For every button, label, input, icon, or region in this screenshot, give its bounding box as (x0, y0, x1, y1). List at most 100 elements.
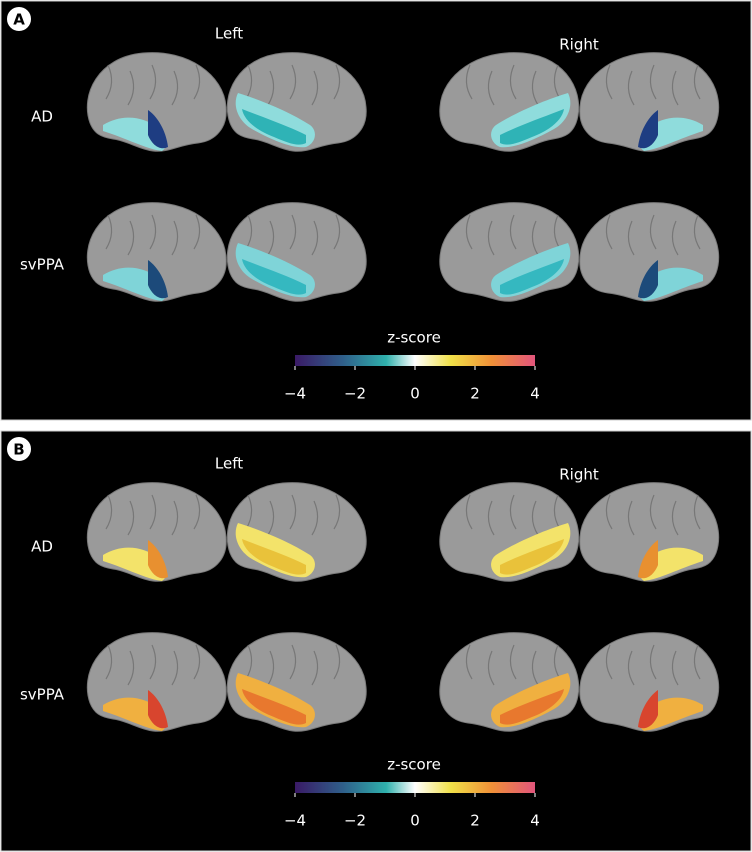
sulcus (267, 500, 275, 536)
sulcus (627, 220, 635, 256)
sulcus (671, 500, 679, 536)
colorbar-tick-label: 0 (410, 812, 420, 830)
brain-view (226, 202, 367, 302)
sulcus (487, 220, 495, 256)
panel-badge (5, 435, 33, 463)
colorbar (295, 782, 535, 793)
sulcus (531, 650, 539, 686)
brain-view (579, 482, 720, 582)
brain-view (86, 52, 227, 152)
sulcus (289, 644, 297, 680)
brain-view (439, 52, 580, 152)
sulcus (193, 64, 201, 100)
temporal-region (148, 540, 168, 579)
sulcus (487, 70, 495, 106)
sulcus (605, 214, 613, 250)
sulcus (649, 214, 657, 250)
sulcus (465, 494, 473, 530)
sulcus (605, 644, 613, 680)
brain-view (86, 202, 227, 302)
sulcus (649, 644, 657, 680)
sulcus (105, 214, 113, 250)
hemisphere-label: Right (559, 36, 599, 54)
temporal-region (242, 259, 306, 295)
temporal-region (500, 109, 564, 145)
temporal-region (148, 260, 168, 299)
sulcus (531, 500, 539, 536)
brain-view (226, 52, 367, 152)
sulcus (693, 64, 701, 100)
temporal-region (148, 110, 168, 149)
colorbar-title: z-score (387, 756, 441, 774)
brain-view (86, 632, 227, 732)
temporal-region (638, 260, 658, 299)
colorbar-tick-label: −2 (344, 812, 366, 830)
temporal-region (638, 110, 658, 149)
brain-view (86, 482, 227, 582)
sulcus (105, 644, 113, 680)
sulcus (105, 494, 113, 530)
colorbar-tick-label: 2 (470, 385, 480, 403)
sulcus (149, 494, 157, 530)
sulcus (509, 494, 517, 530)
sulcus (605, 494, 613, 530)
colorbar-tick-label: −4 (284, 812, 306, 830)
colorbar-tick-label: 2 (470, 812, 480, 830)
colorbar (295, 355, 535, 366)
sulcus (531, 220, 539, 256)
sulcus (311, 220, 319, 256)
temporal-region (500, 539, 564, 575)
sulcus (465, 214, 473, 250)
sulcus (149, 214, 157, 250)
sulcus (171, 70, 179, 106)
temporal-region (500, 689, 564, 725)
row-label: AD (31, 108, 53, 126)
sulcus (149, 64, 157, 100)
brain-view (439, 202, 580, 302)
sulcus (333, 214, 341, 250)
colorbar-title: z-score (387, 329, 441, 347)
sulcus (649, 64, 657, 100)
sulcus (333, 644, 341, 680)
sulcus (149, 644, 157, 680)
panel-badge (5, 5, 33, 33)
sulcus (465, 644, 473, 680)
sulcus (509, 64, 517, 100)
colorbar-tick-label: −2 (344, 385, 366, 403)
sulcus (127, 220, 135, 256)
sulcus (671, 70, 679, 106)
hemisphere-label: Left (215, 25, 243, 43)
sulcus (193, 644, 201, 680)
temporal-region (242, 109, 306, 145)
hemisphere-label: Left (215, 455, 243, 473)
brain-view (439, 632, 580, 732)
sulcus (267, 220, 275, 256)
sulcus (171, 650, 179, 686)
panel-label: A (13, 11, 25, 29)
sulcus (627, 500, 635, 536)
sulcus (333, 494, 341, 530)
temporal-region (638, 690, 658, 729)
sulcus (509, 644, 517, 680)
brain-view (439, 482, 580, 582)
row-label: svPPA (20, 686, 65, 704)
sulcus (171, 220, 179, 256)
sulcus (193, 214, 201, 250)
brain-view (226, 632, 367, 732)
sulcus (487, 650, 495, 686)
colorbar-tick-label: −4 (284, 385, 306, 403)
panel-label: B (13, 441, 24, 459)
sulcus (267, 70, 275, 106)
sulcus (311, 500, 319, 536)
row-label: AD (31, 538, 53, 556)
sulcus (289, 64, 297, 100)
sulcus (267, 650, 275, 686)
sulcus (193, 494, 201, 530)
temporal-region (500, 259, 564, 295)
sulcus (509, 214, 517, 250)
sulcus (693, 494, 701, 530)
temporal-region (242, 539, 306, 575)
colorbar-tick-label: 4 (530, 385, 540, 403)
sulcus (627, 70, 635, 106)
